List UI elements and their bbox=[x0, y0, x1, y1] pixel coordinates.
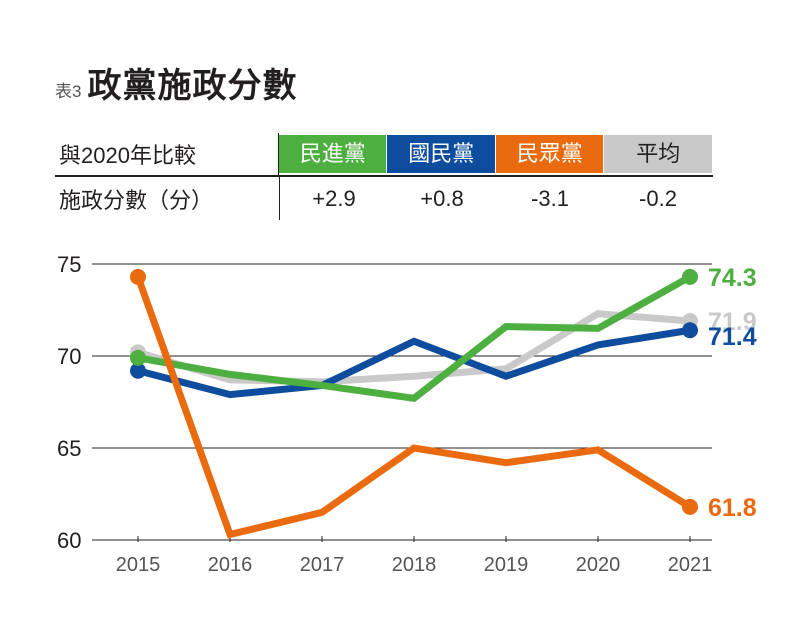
y-tick-label: 70 bbox=[57, 344, 81, 369]
row-label-compare: 與2020年比較 bbox=[59, 143, 196, 168]
series-line bbox=[134, 275, 692, 539]
x-tick-label: 2016 bbox=[208, 554, 253, 576]
end-value-label: 71.9 bbox=[708, 308, 757, 336]
data-point bbox=[682, 498, 698, 515]
table-divider bbox=[279, 177, 280, 220]
page-title: 政黨施政分數 bbox=[87, 67, 298, 105]
data-point bbox=[130, 268, 146, 285]
data-point bbox=[130, 362, 146, 379]
x-tick-label: 2017 bbox=[300, 554, 345, 576]
x-tick-label: 2020 bbox=[576, 554, 621, 576]
party-header-tpp: 民眾黨 bbox=[495, 135, 604, 173]
y-tick-label: 60 bbox=[57, 528, 81, 553]
series-line bbox=[137, 273, 692, 402]
table-score-row: 施政分數（分） +2.9 +0.8 -3.1 -0.2 bbox=[55, 177, 713, 220]
table-number-label: 表3 bbox=[55, 82, 82, 101]
end-value-label: 71.4 bbox=[708, 323, 757, 351]
table-header-row: 與2020年比較 民進黨 國民黨 民眾黨 平均 bbox=[55, 133, 713, 177]
party-header-dpp: 民進黨 bbox=[278, 135, 387, 173]
score-change-dpp: +2.9 bbox=[312, 185, 356, 211]
table-divider bbox=[277, 133, 279, 175]
data-point bbox=[130, 349, 146, 366]
data-point bbox=[682, 322, 698, 339]
y-tick-label: 65 bbox=[57, 436, 81, 461]
comparison-table: 與2020年比較 民進黨 國民黨 民眾黨 平均 施政分數（分） +2.9 +0.… bbox=[55, 133, 713, 220]
y-tick-label: 75 bbox=[57, 252, 81, 277]
score-change-kmt: +0.8 bbox=[420, 185, 464, 211]
series-line bbox=[137, 326, 691, 399]
x-tick-label: 2021 bbox=[668, 554, 713, 576]
end-value-label: 61.8 bbox=[708, 494, 757, 522]
x-tick-label: 2019 bbox=[484, 554, 529, 576]
party-header-kmt: 國民黨 bbox=[387, 135, 495, 173]
end-value-label: 74.3 bbox=[708, 264, 757, 292]
party-header-average: 平均 bbox=[604, 135, 712, 173]
score-change-tpp: -3.1 bbox=[531, 185, 569, 211]
x-tick-label: 2018 bbox=[392, 554, 437, 576]
title-row: 表3 政黨施政分數 bbox=[55, 58, 297, 107]
row-label-score: 施政分數（分） bbox=[59, 187, 214, 213]
series-line bbox=[136, 310, 691, 386]
data-point bbox=[682, 268, 698, 285]
x-tick-label: 2015 bbox=[116, 554, 161, 576]
score-change-average: -0.2 bbox=[639, 185, 677, 211]
